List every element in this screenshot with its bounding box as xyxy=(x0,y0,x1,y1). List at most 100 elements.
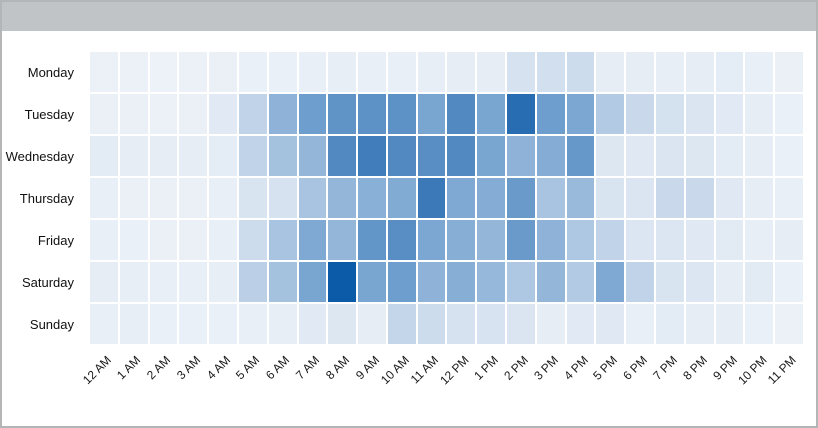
heatmap-cell[interactable] xyxy=(685,262,714,302)
heatmap-cell[interactable] xyxy=(149,52,178,92)
heatmap-cell[interactable] xyxy=(626,94,655,134)
heatmap-cell[interactable] xyxy=(745,304,774,344)
heatmap-cell[interactable] xyxy=(328,178,357,218)
heatmap-cell[interactable] xyxy=(775,136,803,176)
heatmap-cell[interactable] xyxy=(179,178,208,218)
heatmap-cell[interactable] xyxy=(358,178,386,218)
heatmap-cell[interactable] xyxy=(477,136,506,176)
heatmap-cell[interactable] xyxy=(447,178,476,218)
heatmap-cell[interactable] xyxy=(417,136,446,176)
heatmap-cell[interactable] xyxy=(238,94,267,134)
heatmap-cell[interactable] xyxy=(149,136,178,176)
heatmap-cell[interactable] xyxy=(477,304,506,344)
heatmap-cell[interactable] xyxy=(656,94,684,134)
heatmap-cell[interactable] xyxy=(119,136,148,176)
heatmap-cell[interactable] xyxy=(685,94,714,134)
heatmap-cell[interactable] xyxy=(536,52,565,92)
heatmap-cell[interactable] xyxy=(656,52,684,92)
heatmap-cell[interactable] xyxy=(209,262,237,302)
heatmap-cell[interactable] xyxy=(298,52,327,92)
heatmap-cell[interactable] xyxy=(507,304,535,344)
heatmap-cell[interactable] xyxy=(90,136,118,176)
heatmap-cell[interactable] xyxy=(566,136,595,176)
heatmap-cell[interactable] xyxy=(387,94,416,134)
heatmap-cell[interactable] xyxy=(685,52,714,92)
heatmap-cell[interactable] xyxy=(447,220,476,260)
heatmap-cell[interactable] xyxy=(626,220,655,260)
heatmap-cell[interactable] xyxy=(268,304,297,344)
heatmap-cell[interactable] xyxy=(387,52,416,92)
heatmap-cell[interactable] xyxy=(209,52,237,92)
heatmap-cell[interactable] xyxy=(715,220,744,260)
heatmap-cell[interactable] xyxy=(328,94,357,134)
heatmap-cell[interactable] xyxy=(507,136,535,176)
heatmap-cell[interactable] xyxy=(477,220,506,260)
heatmap-cell[interactable] xyxy=(626,304,655,344)
heatmap-cell[interactable] xyxy=(685,304,714,344)
heatmap-cell[interactable] xyxy=(417,94,446,134)
heatmap-cell[interactable] xyxy=(119,178,148,218)
heatmap-cell[interactable] xyxy=(656,220,684,260)
heatmap-cell[interactable] xyxy=(119,304,148,344)
heatmap-cell[interactable] xyxy=(507,94,535,134)
heatmap-cell[interactable] xyxy=(90,94,118,134)
heatmap-cell[interactable] xyxy=(745,136,774,176)
heatmap-cell[interactable] xyxy=(715,52,744,92)
heatmap-cell[interactable] xyxy=(387,304,416,344)
heatmap-cell[interactable] xyxy=(387,178,416,218)
heatmap-cell[interactable] xyxy=(745,262,774,302)
heatmap-cell[interactable] xyxy=(626,262,655,302)
heatmap-cell[interactable] xyxy=(298,262,327,302)
heatmap-cell[interactable] xyxy=(209,94,237,134)
heatmap-cell[interactable] xyxy=(90,220,118,260)
heatmap-cell[interactable] xyxy=(328,136,357,176)
heatmap-cell[interactable] xyxy=(119,220,148,260)
heatmap-cell[interactable] xyxy=(536,94,565,134)
heatmap-cell[interactable] xyxy=(387,262,416,302)
heatmap-cell[interactable] xyxy=(149,304,178,344)
heatmap-cell[interactable] xyxy=(626,136,655,176)
heatmap-cell[interactable] xyxy=(775,304,803,344)
heatmap-cell[interactable] xyxy=(775,94,803,134)
heatmap-cell[interactable] xyxy=(596,220,625,260)
heatmap-cell[interactable] xyxy=(447,304,476,344)
heatmap-cell[interactable] xyxy=(417,220,446,260)
heatmap-cell[interactable] xyxy=(90,52,118,92)
heatmap-cell[interactable] xyxy=(685,178,714,218)
heatmap-cell[interactable] xyxy=(656,136,684,176)
heatmap-cell[interactable] xyxy=(238,178,267,218)
heatmap-cell[interactable] xyxy=(119,262,148,302)
heatmap-cell[interactable] xyxy=(328,304,357,344)
heatmap-cell[interactable] xyxy=(149,262,178,302)
heatmap-cell[interactable] xyxy=(745,94,774,134)
heatmap-cell[interactable] xyxy=(238,262,267,302)
heatmap-cell[interactable] xyxy=(536,262,565,302)
heatmap-cell[interactable] xyxy=(596,94,625,134)
heatmap-cell[interactable] xyxy=(596,262,625,302)
heatmap-cell[interactable] xyxy=(596,178,625,218)
heatmap-cell[interactable] xyxy=(507,52,535,92)
heatmap-cell[interactable] xyxy=(268,52,297,92)
heatmap-cell[interactable] xyxy=(715,304,744,344)
heatmap-cell[interactable] xyxy=(596,304,625,344)
heatmap-cell[interactable] xyxy=(358,94,386,134)
heatmap-cell[interactable] xyxy=(566,178,595,218)
heatmap-cell[interactable] xyxy=(358,262,386,302)
heatmap-cell[interactable] xyxy=(626,178,655,218)
heatmap-cell[interactable] xyxy=(507,178,535,218)
heatmap-cell[interactable] xyxy=(149,94,178,134)
heatmap-cell[interactable] xyxy=(596,52,625,92)
heatmap-cell[interactable] xyxy=(745,52,774,92)
heatmap-cell[interactable] xyxy=(477,178,506,218)
heatmap-cell[interactable] xyxy=(209,178,237,218)
heatmap-cell[interactable] xyxy=(298,136,327,176)
heatmap-cell[interactable] xyxy=(298,94,327,134)
heatmap-cell[interactable] xyxy=(656,262,684,302)
heatmap-cell[interactable] xyxy=(626,52,655,92)
heatmap-cell[interactable] xyxy=(268,220,297,260)
heatmap-cell[interactable] xyxy=(358,304,386,344)
heatmap-cell[interactable] xyxy=(209,136,237,176)
heatmap-cell[interactable] xyxy=(566,94,595,134)
heatmap-cell[interactable] xyxy=(90,262,118,302)
heatmap-cell[interactable] xyxy=(417,52,446,92)
